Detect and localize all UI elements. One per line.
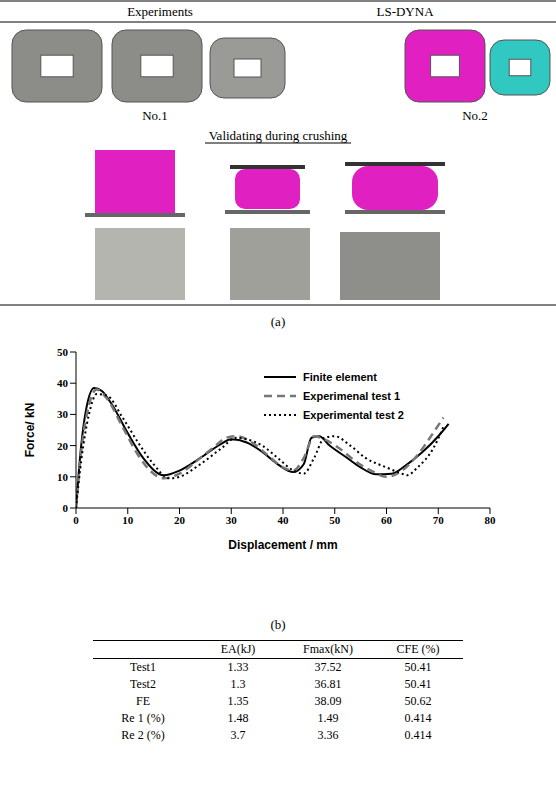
html-text:1.49: 1.49 (317, 711, 339, 725)
html-text:Re 2 (%): Re 2 (%) (121, 728, 165, 742)
html-text:EA(kJ): EA(kJ) (220, 642, 256, 656)
svg-text:50: 50 (329, 514, 341, 526)
html-text:0.414: 0.414 (404, 728, 432, 742)
svg-text:No.2: No.2 (462, 108, 488, 123)
html-text:Re 1 (%): Re 1 (%) (121, 711, 165, 725)
html-text:50.62: 50.62 (404, 694, 432, 708)
svg-text:Experiments: Experiments (127, 4, 193, 19)
svg-text:Displacement / mm: Displacement / mm (228, 538, 337, 552)
html-text:Test1: Test1 (130, 660, 156, 674)
html-text:50.41: 50.41 (404, 660, 432, 674)
html-text:3.36: 3.36 (317, 728, 339, 742)
html-text:0.414: 0.414 (404, 711, 432, 725)
html-text:1.48: 1.48 (227, 711, 249, 725)
html-text:Finite element: Finite element (303, 370, 377, 383)
svg-text:30: 30 (226, 514, 238, 526)
html-text:50.41: 50.41 (404, 677, 432, 691)
svg-text:60: 60 (381, 514, 393, 526)
html-text:1.35: 1.35 (227, 694, 249, 708)
html-text:CFE (%): CFE (%) (396, 642, 440, 656)
svg-text:20: 20 (174, 514, 186, 526)
svg-text:10: 10 (57, 471, 69, 483)
svg-text:Force/ kN: Force/ kN (23, 403, 37, 458)
html-text:36.81: 36.81 (314, 677, 342, 691)
svg-text:Validating during crushing: Validating during crushing (209, 128, 348, 143)
svg-text:50: 50 (57, 346, 69, 358)
html-text:(b): (b) (270, 617, 286, 632)
html-text:Experimental test 2: Experimental test 2 (303, 408, 404, 421)
svg-text:0: 0 (63, 502, 69, 514)
svg-text:80: 80 (485, 514, 497, 526)
html-text:38.09: 38.09 (314, 694, 342, 708)
svg-text:No.1: No.1 (142, 108, 168, 123)
svg-text:LS-DYNA: LS-DYNA (376, 4, 434, 19)
svg-text:40: 40 (57, 377, 69, 389)
svg-text:40: 40 (278, 514, 290, 526)
html-text:37.52: 37.52 (314, 660, 342, 674)
html-text:Test2: Test2 (130, 677, 156, 691)
html-text:1.33: 1.33 (227, 660, 249, 674)
svg-text:20: 20 (57, 440, 69, 452)
svg-text:10: 10 (122, 514, 134, 526)
html-text:1.3: 1.3 (230, 677, 246, 691)
html-text:FE: FE (136, 694, 150, 708)
svg-text:(a): (a) (271, 314, 285, 329)
svg-text:0: 0 (73, 514, 79, 526)
html-text:3.7: 3.7 (230, 728, 246, 742)
html-text:Experimenal test 1: Experimenal test 1 (303, 389, 401, 402)
svg-text:30: 30 (57, 408, 69, 420)
html-text:Fmax(kN): Fmax(kN) (303, 642, 353, 656)
svg-text:70: 70 (433, 514, 445, 526)
